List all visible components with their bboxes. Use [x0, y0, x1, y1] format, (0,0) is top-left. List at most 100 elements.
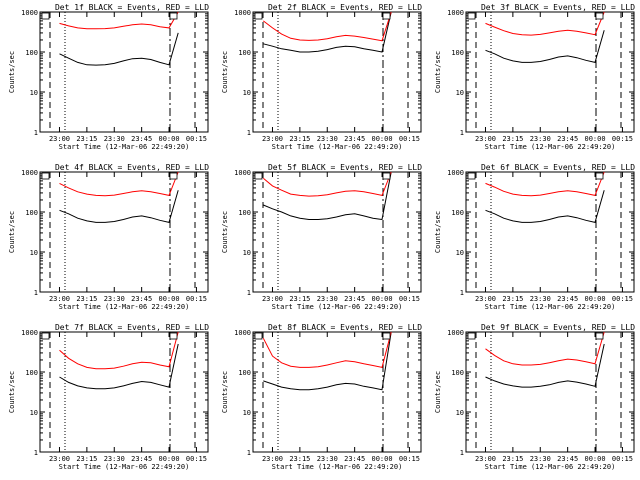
x-tick-label: 00:15: [399, 135, 420, 143]
panel-title: Det 3f BLACK = Events, RED = LLD: [481, 3, 635, 12]
series-line-events: [485, 190, 605, 223]
x-tick-label: 00:15: [186, 295, 207, 303]
series-line-lld: [262, 11, 392, 42]
y-tick-label: 1: [247, 289, 251, 297]
x-tick-label: 00:15: [612, 455, 633, 463]
x-tick-label: 00:00: [159, 455, 180, 463]
x-tick-label: 23:45: [344, 455, 365, 463]
plot-frame: [252, 331, 422, 453]
series-line-lld: [59, 331, 179, 370]
series-line-lld: [59, 171, 179, 197]
panel-det-6: Det 6f BLACK = Events, RED = LLD 1 10 100 10…: [434, 163, 635, 311]
series-line-lld: [59, 11, 179, 30]
plot-frame: [252, 11, 422, 133]
y-axis-label: Counts/sec: [8, 211, 16, 253]
x-tick-label: 00:15: [612, 135, 633, 143]
flag-marker: [382, 172, 391, 180]
plot-frame: [465, 11, 635, 133]
x-tick-label: 23:00: [475, 135, 496, 143]
y-axis-label: Counts/sec: [8, 51, 16, 93]
series-line-lld: [262, 331, 392, 368]
x-tick-label: 00:00: [372, 295, 393, 303]
flag-marker: [254, 12, 263, 20]
x-tick-label: 23:00: [262, 295, 283, 303]
flag-marker: [467, 172, 476, 180]
y-tick-label: 1: [460, 289, 464, 297]
x-tick-label: 23:15: [76, 455, 97, 463]
x-tick-label: 23:00: [262, 455, 283, 463]
x-tick-label: 23:30: [530, 295, 551, 303]
x-tick-label: 23:00: [49, 135, 70, 143]
y-tick-label: 1000: [21, 329, 38, 337]
y-tick-label: 1000: [447, 9, 464, 17]
series-line-lld: [485, 11, 605, 36]
y-tick-label: 10: [456, 409, 464, 417]
x-tick-label: 00:00: [159, 135, 180, 143]
series-line-events: [263, 331, 392, 391]
series-line-events: [485, 343, 605, 388]
series-line-events: [263, 11, 392, 53]
y-tick-label: 100: [25, 49, 38, 57]
x-tick-label: 23:30: [104, 455, 125, 463]
y-tick-label: 10: [243, 249, 251, 257]
y-axis-label: Counts/sec: [221, 211, 229, 253]
x-tick-label: 23:45: [131, 455, 152, 463]
x-axis-label: Start Time (12-Mar-06 22:49:20): [272, 463, 403, 471]
x-tick-label: 23:30: [317, 135, 338, 143]
flag-marker: [467, 332, 476, 340]
x-tick-label: 00:00: [585, 135, 606, 143]
flag-marker: [169, 12, 178, 20]
series-line-events: [59, 343, 179, 390]
x-tick-label: 00:15: [186, 455, 207, 463]
flag-marker: [595, 172, 604, 180]
y-tick-label: 1000: [234, 329, 251, 337]
x-tick-label: 23:15: [76, 295, 97, 303]
plot-frame: [465, 331, 635, 453]
y-tick-label: 1: [247, 129, 251, 137]
x-tick-label: 23:30: [530, 135, 551, 143]
x-tick-label: 00:00: [585, 455, 606, 463]
x-tick-label: 00:15: [186, 135, 207, 143]
y-tick-label: 1000: [234, 169, 251, 177]
x-tick-label: 00:00: [372, 135, 393, 143]
flag-marker: [382, 12, 391, 20]
x-tick-label: 23:15: [502, 135, 523, 143]
x-axis-label: Start Time (12-Mar-06 22:49:20): [485, 143, 616, 151]
y-tick-label: 100: [451, 209, 464, 217]
x-tick-label: 00:15: [612, 295, 633, 303]
y-tick-label: 100: [451, 369, 464, 377]
x-tick-label: 23:00: [49, 455, 70, 463]
y-tick-label: 100: [238, 369, 251, 377]
y-tick-label: 100: [238, 209, 251, 217]
plot-frame: [465, 171, 635, 293]
flag-marker: [41, 332, 50, 340]
y-tick-label: 1: [460, 129, 464, 137]
panel-det-1: Det 1f BLACK = Events, RED = LLD 1 10 100 10…: [8, 3, 209, 151]
y-tick-label: 10: [30, 409, 38, 417]
y-tick-label: 1000: [234, 9, 251, 17]
flag-marker: [41, 12, 50, 20]
plot-frame: [39, 11, 209, 133]
y-axis-label: Counts/sec: [221, 51, 229, 93]
series-line-events: [485, 30, 605, 63]
y-axis-label: Counts/sec: [434, 51, 442, 93]
flag-marker: [169, 172, 178, 180]
x-tick-label: 23:30: [317, 455, 338, 463]
y-tick-label: 1000: [21, 169, 38, 177]
y-tick-label: 1000: [447, 329, 464, 337]
x-axis-label: Start Time (12-Mar-06 22:49:20): [272, 303, 403, 311]
x-tick-label: 23:45: [557, 455, 578, 463]
panel-title: Det 7f BLACK = Events, RED = LLD: [55, 323, 209, 332]
x-axis-label: Start Time (12-Mar-06 22:49:20): [59, 463, 190, 471]
x-tick-label: 23:00: [262, 135, 283, 143]
panel-title: Det 5f BLACK = Events, RED = LLD: [268, 163, 422, 172]
x-tick-label: 23:00: [475, 295, 496, 303]
series-line-lld: [262, 171, 392, 197]
y-tick-label: 10: [243, 409, 251, 417]
x-tick-label: 23:45: [557, 135, 578, 143]
panel-title: Det 9f BLACK = Events, RED = LLD: [481, 323, 635, 332]
series-line-events: [263, 171, 392, 221]
series-line-events: [59, 190, 179, 223]
x-tick-label: 23:15: [289, 135, 310, 143]
